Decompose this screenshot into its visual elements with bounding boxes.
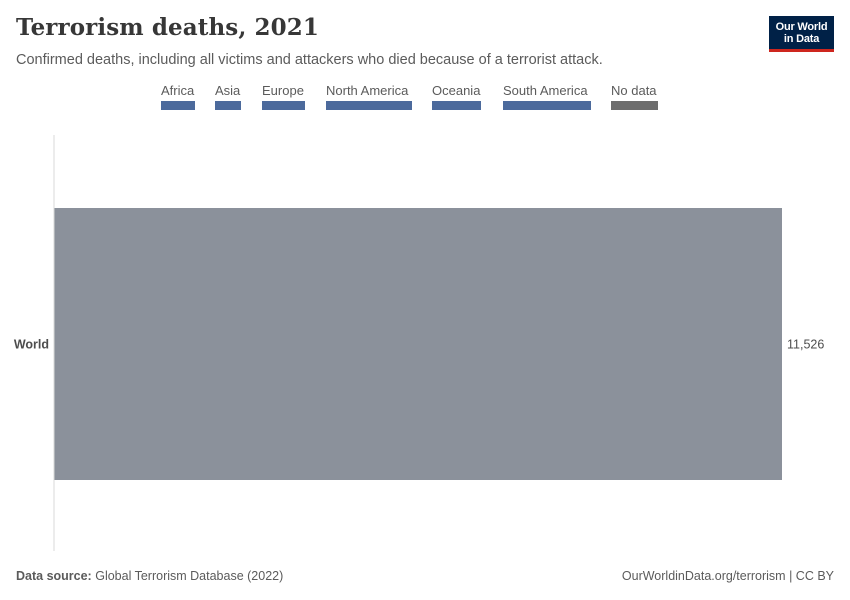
legend-label: South America [503, 83, 588, 98]
data-source-text: Global Terrorism Database (2022) [95, 569, 284, 583]
category-label: World [14, 338, 49, 352]
legend-item-no-data[interactable]: No data [611, 83, 658, 110]
legend-item-south-america[interactable]: South America [503, 83, 591, 110]
logo-line-2: in Data [783, 33, 820, 45]
legend-label: No data [611, 83, 657, 98]
logo-line-1: Our World [775, 21, 828, 33]
chart-legend: Africa Asia Europe North America Oceania Sout… [0, 83, 850, 113]
legend-swatch [215, 101, 241, 110]
legend-swatch [503, 101, 591, 110]
legend-item-asia[interactable]: Asia [215, 83, 241, 110]
chart-title: Terrorism deaths, 2021 [16, 14, 319, 41]
legend-label: North America [326, 83, 409, 98]
data-source-label: Data source: [16, 569, 92, 583]
legend-label: Oceania [432, 83, 481, 98]
legend-item-africa[interactable]: Africa [161, 83, 195, 110]
legend-label: Europe [262, 83, 304, 98]
legend-label: Africa [161, 83, 195, 98]
value-label: 11,526 [787, 338, 824, 352]
bar-world[interactable] [54, 208, 783, 480]
legend-item-europe[interactable]: Europe [262, 83, 305, 110]
chart-subtitle: Confirmed deaths, including all victims … [16, 52, 603, 68]
legend-swatch [432, 101, 481, 110]
legend-swatch [161, 101, 195, 110]
legend-label: Asia [215, 83, 241, 98]
data-source: Data source: Global Terrorism Database (… [16, 569, 283, 583]
owid-logo[interactable]: Our World in Data [769, 16, 834, 52]
legend-swatch [326, 101, 412, 110]
legend-item-oceania[interactable]: Oceania [432, 83, 481, 110]
legend-swatch [262, 101, 305, 110]
source-url-link[interactable]: OurWorldinData.org/terrorism | CC BY [621, 569, 834, 583]
legend-item-north-america[interactable]: North America [326, 83, 412, 110]
legend-swatch [611, 101, 658, 110]
